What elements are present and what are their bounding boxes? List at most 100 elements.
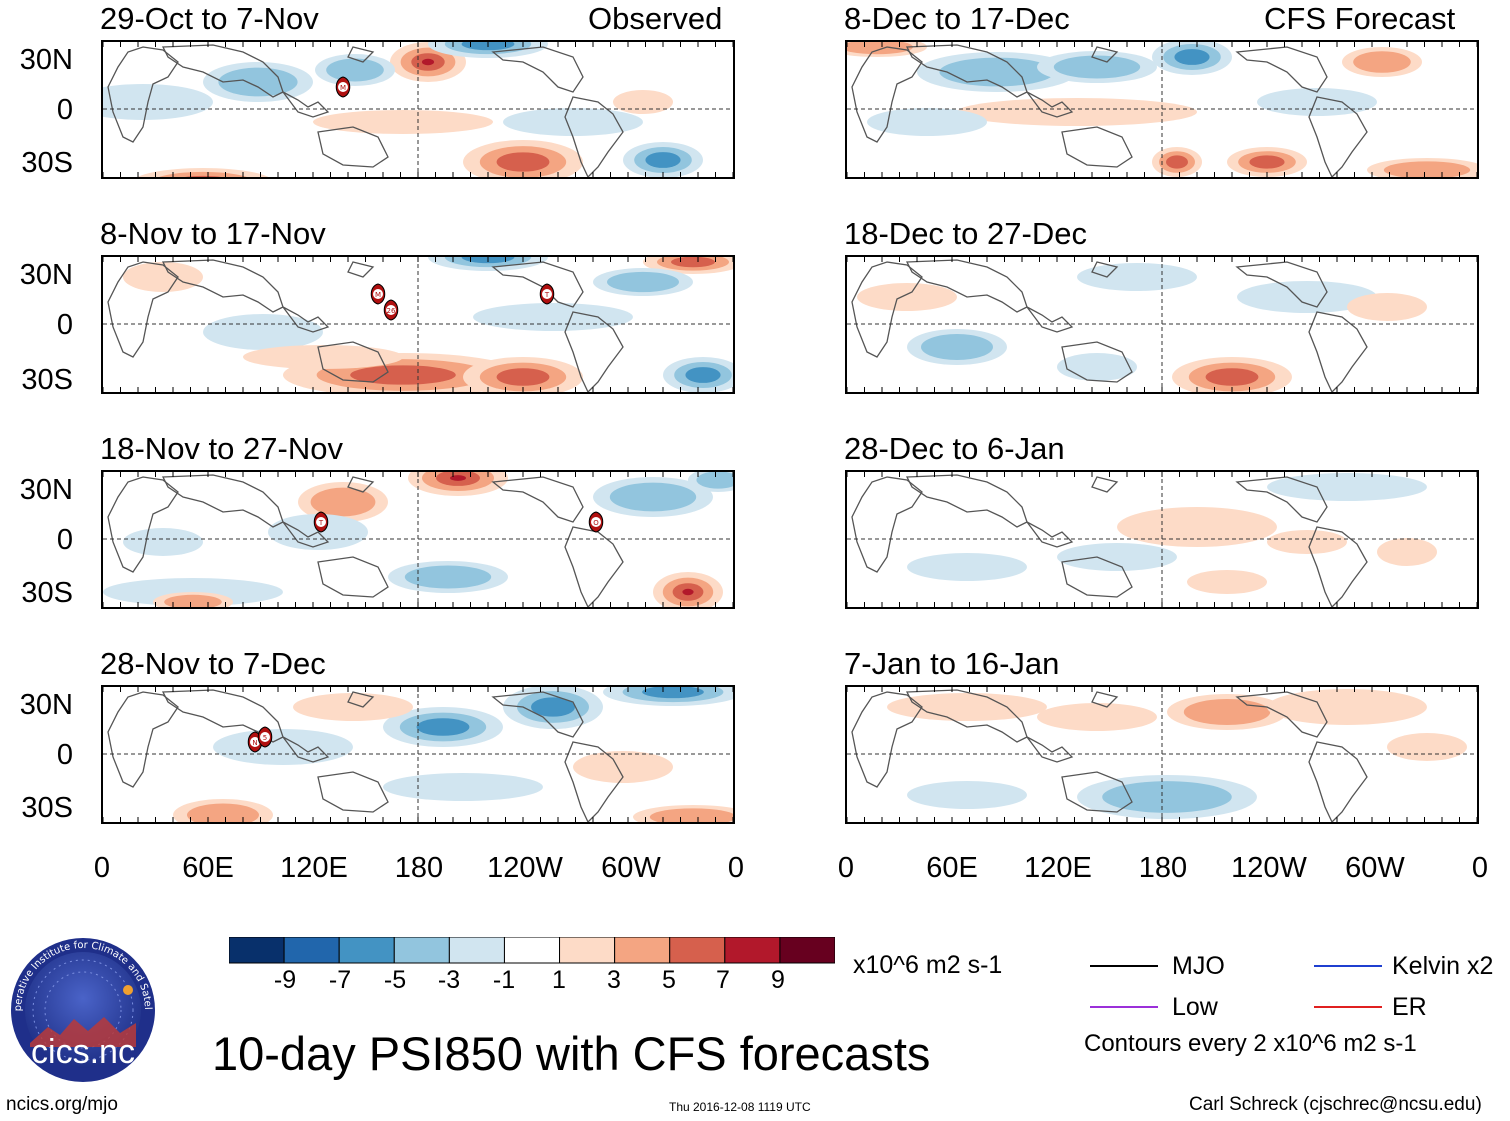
lat-label-30n: 30N — [19, 689, 73, 721]
coastline — [491, 46, 584, 93]
legend-label-mjo: MJO — [1172, 952, 1225, 980]
lon-label: 0 — [837, 852, 855, 884]
colorbar-swatch — [393, 937, 450, 964]
panel-title-7: 28-Dec to 6-Jan — [844, 431, 1065, 466]
legend-label-low: Low — [1172, 993, 1218, 1021]
negative-anomaly-contour — [1053, 55, 1141, 79]
colorbar-tick: -5 — [383, 966, 407, 994]
negative-anomaly-contour — [642, 687, 704, 699]
coastline — [1235, 46, 1328, 93]
coastline — [905, 44, 1028, 98]
lon-label: 120W — [487, 852, 563, 884]
colorbar-swatch — [614, 937, 671, 964]
positive-anomaly-contour — [187, 803, 259, 822]
negative-anomaly-contour — [867, 108, 987, 136]
coastline — [1308, 526, 1368, 607]
storm-label: 5 — [263, 734, 267, 742]
negative-anomaly-contour — [1057, 543, 1177, 571]
positive-anomaly-contour — [243, 345, 403, 369]
lat-label-30n: 30N — [19, 259, 73, 291]
observed-header: Observed — [588, 1, 723, 36]
positive-anomaly-contour — [1183, 699, 1271, 725]
positive-anomaly-contour — [164, 594, 222, 607]
panel-title-5: 8-Dec to 17-Dec — [844, 1, 1070, 36]
coastline — [491, 261, 584, 308]
coastline — [1308, 741, 1368, 822]
map-panel — [845, 255, 1479, 394]
negative-anomaly-contour — [907, 781, 1027, 809]
coastline — [1235, 261, 1328, 308]
positive-anomaly-contour — [1347, 293, 1427, 321]
lat-label-30s: 30S — [21, 577, 73, 609]
legend-line-er — [1314, 1006, 1382, 1008]
colorbar — [229, 937, 835, 964]
map-panel: M 26 T — [101, 255, 735, 394]
coastline — [282, 306, 330, 333]
negative-anomaly-contour — [213, 729, 353, 765]
storm-label: M — [340, 84, 346, 92]
negative-anomaly-contour — [103, 84, 213, 120]
negative-anomaly-contour — [473, 303, 633, 331]
storm-label: 26 — [387, 307, 396, 315]
negative-anomaly-contour — [609, 482, 697, 512]
lat-label-eq: 0 — [56, 309, 73, 341]
coastline — [1061, 126, 1133, 168]
coastline — [1308, 96, 1368, 177]
colorbar-tick: -7 — [328, 966, 352, 994]
main-title: 10-day PSI850 with CFS forecasts — [212, 1027, 931, 1080]
coastline — [1026, 91, 1074, 118]
negative-anomaly-contour — [921, 334, 993, 360]
lon-label: 0 — [93, 852, 111, 884]
positive-anomaly-contour — [847, 42, 913, 55]
panel-title-6: 18-Dec to 27-Dec — [844, 216, 1087, 251]
lat-label-30n: 30N — [19, 474, 73, 506]
tropical-cyclone-marker: M — [335, 76, 351, 98]
positive-anomaly-contour — [1353, 51, 1411, 73]
lon-label: 60W — [601, 852, 661, 884]
lat-label-30n: 30N — [19, 44, 73, 76]
positive-anomaly-contour — [185, 175, 221, 177]
coastline — [1091, 46, 1119, 63]
coastline — [107, 691, 179, 788]
coastline — [1235, 476, 1328, 523]
panel-title-2: 8-Nov to 17-Nov — [100, 216, 326, 251]
negative-anomaly-contour — [939, 57, 1055, 87]
positive-anomaly-contour — [1267, 530, 1347, 554]
coastline — [1235, 691, 1328, 738]
coastline — [1091, 476, 1119, 493]
colorbar-units: x10^6 m2 s-1 — [853, 951, 1003, 979]
positive-anomaly-contour — [293, 693, 413, 721]
lat-label-30s: 30S — [21, 792, 73, 824]
storm-label: O — [593, 519, 599, 527]
tropical-cyclone-marker: 5 — [257, 726, 273, 748]
lon-label: 120E — [1024, 852, 1092, 884]
negative-anomaly-contour — [1237, 281, 1377, 313]
footer-url: ncics.org/mjo — [6, 1094, 118, 1115]
coastline — [347, 46, 375, 63]
positive-anomaly-contour — [313, 110, 493, 134]
coastline — [1026, 306, 1074, 333]
negative-anomaly-contour — [531, 697, 575, 717]
negative-anomaly-contour — [404, 565, 492, 589]
coastline — [161, 474, 284, 528]
cics-logo: Cooperative Institute for Climate and Sa… — [8, 935, 155, 1082]
positive-anomaly-contour — [1387, 733, 1467, 761]
colorbar-swatch — [448, 937, 505, 964]
coastline — [1091, 261, 1119, 278]
coastline — [1061, 771, 1133, 813]
lat-label-30s: 30S — [21, 147, 73, 179]
negative-anomaly-contour — [696, 472, 733, 489]
coastline — [107, 476, 179, 573]
colorbar-swatch — [229, 937, 285, 964]
coastline — [1308, 311, 1368, 392]
coastline — [1061, 556, 1133, 598]
coastline — [347, 691, 375, 708]
positive-anomaly-contour — [1377, 538, 1437, 566]
storm-label: T — [318, 519, 324, 527]
colorbar-tick: 7 — [716, 966, 730, 994]
storm-label: T — [544, 291, 550, 299]
colorbar-tick: 9 — [771, 966, 785, 994]
lon-label: 180 — [394, 852, 444, 884]
map-panel — [845, 40, 1479, 179]
